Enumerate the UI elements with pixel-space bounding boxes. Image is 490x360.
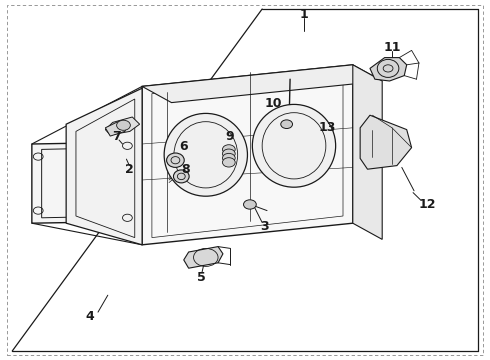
Text: 11: 11	[383, 41, 401, 54]
Ellipse shape	[281, 120, 293, 129]
Polygon shape	[105, 117, 140, 135]
Polygon shape	[360, 115, 412, 169]
Polygon shape	[311, 126, 333, 142]
Text: 6: 6	[179, 140, 188, 153]
Ellipse shape	[117, 120, 130, 130]
Ellipse shape	[222, 145, 235, 154]
Polygon shape	[370, 58, 407, 81]
Polygon shape	[142, 65, 382, 103]
Polygon shape	[184, 247, 223, 268]
Text: 5: 5	[196, 271, 205, 284]
Text: 1: 1	[299, 8, 308, 21]
Text: 4: 4	[85, 310, 94, 323]
Ellipse shape	[167, 153, 184, 167]
Text: 2: 2	[125, 163, 134, 176]
Text: 13: 13	[318, 121, 336, 134]
Polygon shape	[142, 65, 353, 245]
Polygon shape	[32, 142, 135, 223]
Ellipse shape	[222, 153, 235, 163]
Text: 7: 7	[112, 130, 121, 143]
Polygon shape	[353, 65, 382, 239]
Polygon shape	[66, 88, 142, 245]
Ellipse shape	[164, 113, 247, 196]
Ellipse shape	[244, 200, 256, 209]
Ellipse shape	[222, 158, 235, 167]
Polygon shape	[105, 121, 127, 136]
Text: 9: 9	[225, 130, 234, 143]
Ellipse shape	[173, 170, 189, 183]
Text: 12: 12	[419, 198, 437, 211]
Ellipse shape	[222, 149, 235, 158]
Text: 3: 3	[260, 220, 269, 233]
Text: 8: 8	[181, 163, 190, 176]
Text: 10: 10	[265, 97, 282, 110]
Ellipse shape	[252, 104, 336, 187]
